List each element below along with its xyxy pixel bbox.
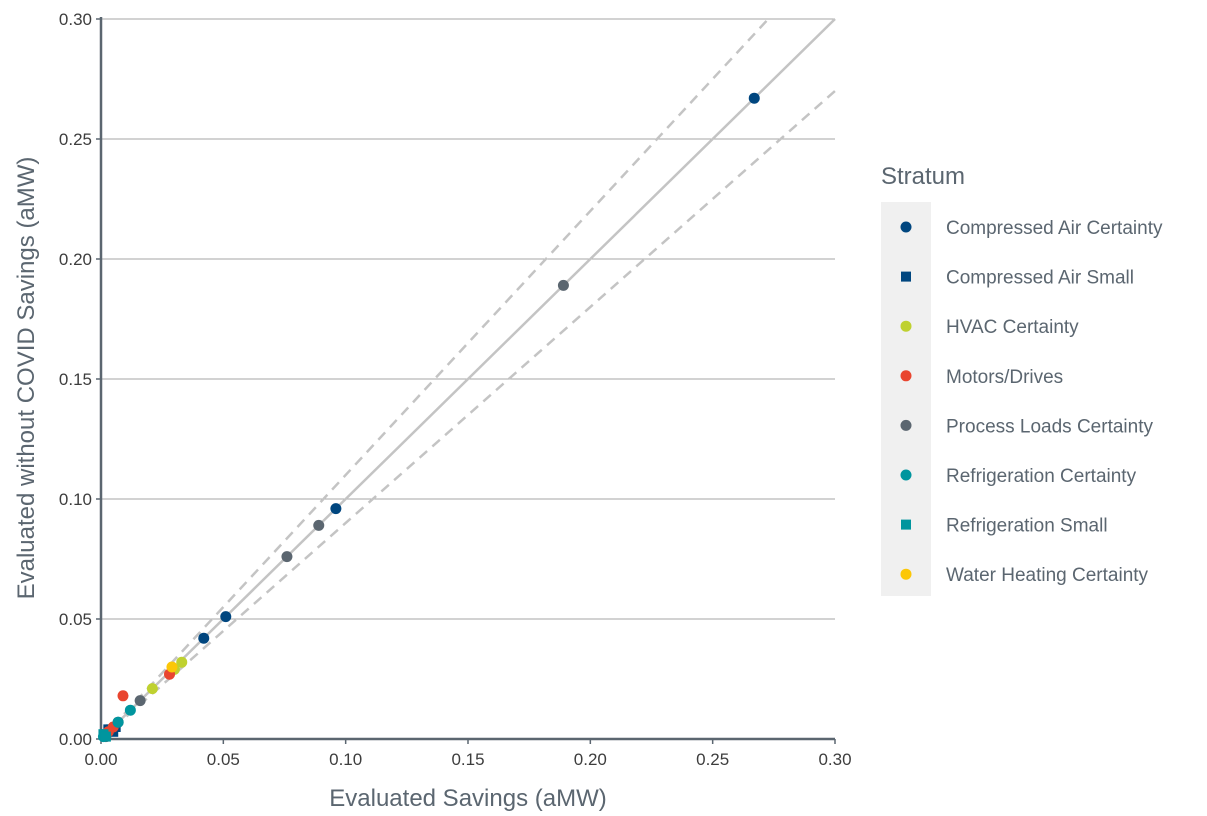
y-tick-label: 0.20 [59,250,92,269]
legend-items: Compressed Air Certainty Compressed Air S… [900,218,1163,586]
x-tick-label: 0.15 [451,750,484,769]
x-tick-label: 0.10 [329,750,362,769]
legend-label: Process Loads Certainty [946,416,1153,437]
legend-key-circle [900,320,912,332]
data-point [330,503,342,515]
data-point [134,695,146,707]
x-tick-label: 0.05 [207,750,240,769]
legend: Stratum Compressed Air CertaintyCompress… [881,163,1163,596]
x-tick-label: 0.30 [818,750,851,769]
data-point-square [100,731,111,742]
legend-title: Stratum [881,163,965,190]
x-axis-title: Evaluated Savings (aMW) [329,785,606,812]
x-tick-label: 0.25 [696,750,729,769]
legend-key-circle [900,419,912,431]
legend-label: Compressed Air Certainty [946,218,1163,239]
legend-key-circle [900,568,912,580]
legend-label: Refrigeration Small [946,516,1108,537]
legend-key-square [901,519,911,530]
data-point [313,519,325,531]
x-tick-label: 0.00 [84,750,117,769]
legend-key-circle [900,469,912,481]
y-tick-label: 0.25 [59,130,92,149]
data-point [166,661,178,673]
y-tick-label: 0.00 [59,730,92,749]
legend-label: Motors/Drives [946,367,1063,388]
data-point [176,656,188,668]
data-point [198,632,210,644]
data-point [112,716,124,728]
legend-label: Water Heating Certainty [946,565,1149,586]
y-axis-ticks: 0.00 0.05 0.10 0.15 0.20 0.25 0.30 [59,10,101,749]
data-point [220,611,232,623]
y-tick-label: 0.30 [59,10,92,29]
data-point [117,690,129,702]
legend-label: Compressed Air Small [946,268,1134,289]
x-tick-label: 0.20 [574,750,607,769]
data-points [97,92,760,743]
y-tick-label: 0.10 [59,490,92,509]
y-tick-label: 0.05 [59,610,92,629]
dashed-reference-line [100,18,770,740]
data-point [557,279,569,291]
x-axis-ticks: 0.00 0.05 0.10 0.15 0.20 0.25 0.30 [84,739,852,769]
legend-label: HVAC Certainty [946,317,1079,338]
data-point [146,683,158,695]
data-point [748,92,760,104]
legend-key-background [881,202,931,596]
data-point [124,704,136,716]
legend-key-circle [900,370,912,382]
y-axis-title: Evaluated without COVID Savings (aMW) [13,157,40,600]
legend-key-square [901,271,911,282]
y-tick-label: 0.15 [59,370,92,389]
legend-label: Refrigeration Certainty [946,466,1137,487]
data-point [281,551,293,563]
legend-key-circle [900,221,912,233]
dashed-reference-line [100,90,836,740]
